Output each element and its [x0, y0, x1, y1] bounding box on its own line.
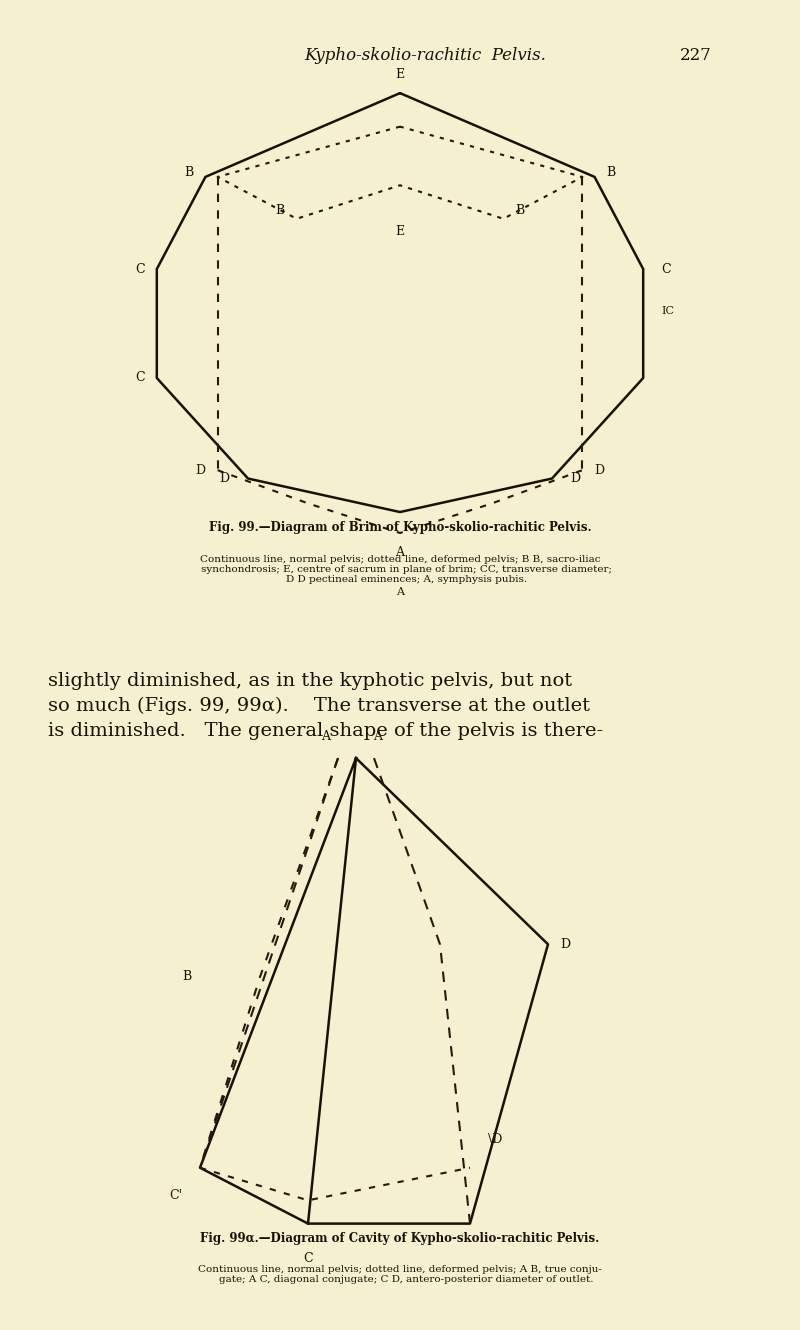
Text: B: B — [606, 166, 616, 180]
Text: B: B — [275, 203, 285, 217]
Text: C': C' — [169, 1189, 182, 1202]
Text: A: A — [322, 730, 330, 743]
Text: B: B — [515, 203, 525, 217]
Text: E: E — [395, 225, 405, 238]
Text: Continuous line, normal pelvis; dotted line, deformed pelvis; B B, sacro-iliac
 : Continuous line, normal pelvis; dotted l… — [188, 555, 612, 584]
Text: \D: \D — [488, 1133, 502, 1146]
Text: C: C — [135, 371, 145, 384]
Text: Fig. 99.—Diagram of Brim of Kypho-skolio-rachitic Pelvis.: Fig. 99.—Diagram of Brim of Kypho-skolio… — [209, 521, 591, 535]
Text: Fig. 99α.—Diagram of Cavity of Kypho-skolio-rachitic Pelvis.: Fig. 99α.—Diagram of Cavity of Kypho-sko… — [200, 1232, 600, 1245]
Text: A: A — [395, 545, 405, 559]
Text: D: D — [195, 464, 206, 476]
Text: A: A — [396, 588, 404, 597]
Text: Kypho-skolio-rachitic  Pelvis.: Kypho-skolio-rachitic Pelvis. — [304, 47, 546, 64]
Text: C: C — [303, 1252, 313, 1265]
Text: B: B — [182, 971, 192, 983]
Text: A: A — [374, 730, 382, 743]
Text: D: D — [594, 464, 605, 476]
Text: slightly diminished, as in the kyphotic pelvis, but not
so much (Figs. 99, 99α).: slightly diminished, as in the kyphotic … — [48, 672, 603, 739]
Text: D: D — [220, 472, 230, 485]
Text: C: C — [662, 262, 671, 275]
Text: IC: IC — [662, 306, 674, 317]
Text: D: D — [560, 938, 570, 951]
Text: B: B — [184, 166, 194, 180]
Text: 227: 227 — [680, 47, 712, 64]
Text: D: D — [570, 472, 580, 485]
Text: C: C — [135, 262, 145, 275]
Text: E: E — [395, 68, 405, 81]
Text: Continuous line, normal pelvis; dotted line, deformed pelvis; A B, true conju-
 : Continuous line, normal pelvis; dotted l… — [198, 1265, 602, 1285]
